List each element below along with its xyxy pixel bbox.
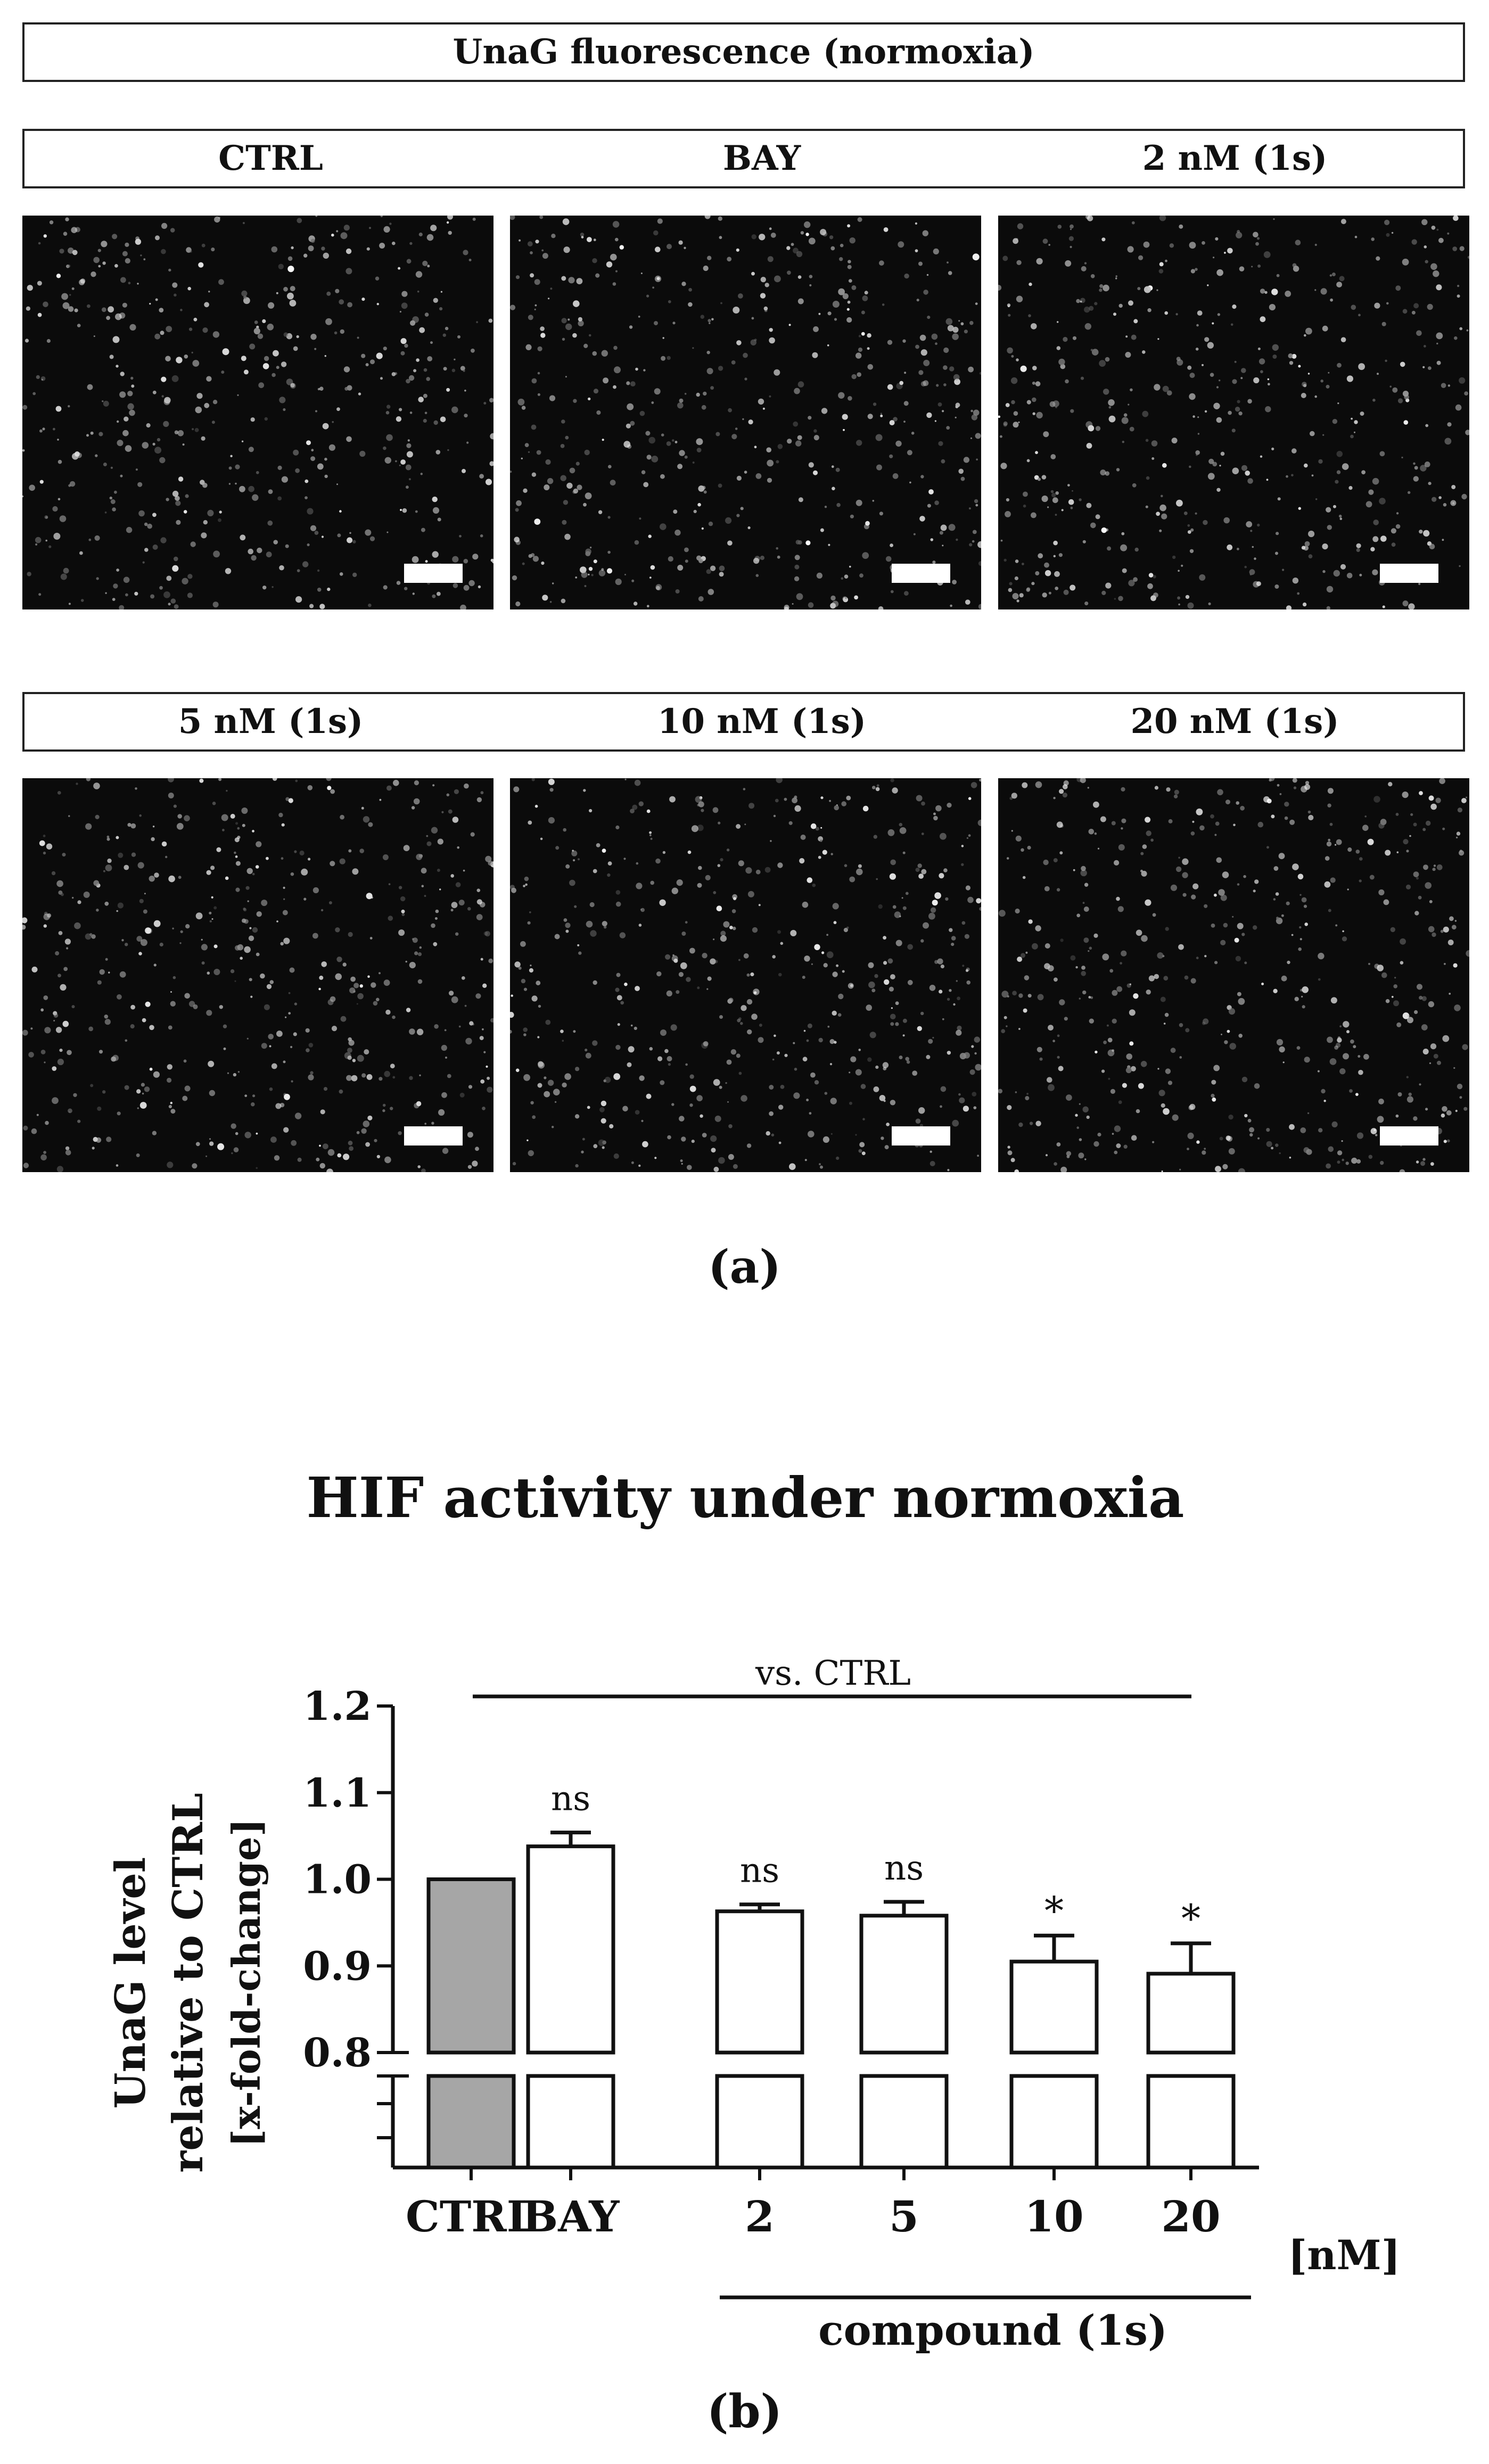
row2-header-box: 5 nM (1s) 10 nM (1s) 20 nM (1s): [22, 692, 1465, 752]
group-label: compound (1s): [818, 2306, 1167, 2355]
bar-break-gap: [858, 2055, 950, 2074]
bar-break-gap: [1008, 2055, 1100, 2074]
label-5nm: 5 nM (1s): [178, 702, 364, 741]
micrograph-2nm: [998, 216, 1469, 609]
panel-a-title: UnaG fluorescence (normoxia): [453, 32, 1035, 72]
y-axis-label-line-2: relative to CTRL: [164, 1793, 212, 2173]
x-tick-label: 2: [745, 2191, 775, 2242]
significance-label: ns: [884, 1849, 924, 1888]
y-tick-label: 1.1: [303, 1770, 372, 1816]
micrograph-20nm: [998, 778, 1469, 1172]
micrograph-10nm: [510, 778, 981, 1172]
bar-lower: [859, 2074, 949, 2170]
micrograph-bay: [510, 216, 981, 609]
bar-chart: HIF activity under normoxia UnaG level r…: [106, 1465, 1401, 2355]
x-tick-label: 10: [1024, 2191, 1083, 2242]
comparison-label: vs. CTRL: [755, 1654, 911, 1693]
x-tick-label: 5: [889, 2191, 919, 2242]
bar-upper: [526, 1844, 615, 2055]
cell-speckles: [998, 216, 1469, 609]
y-axis-label-line-1: UnaG level: [106, 1857, 155, 2109]
significance-label: ns: [740, 1851, 779, 1891]
bar-lower: [1146, 2074, 1236, 2170]
cell-speckles: [22, 778, 493, 1172]
bar-break-gap: [714, 2055, 805, 2074]
y-tick-label: 1.0: [303, 1857, 372, 1903]
label-2nm: 2 nM (1s): [1142, 138, 1328, 178]
bar-break-gap: [525, 2055, 616, 2074]
unit-label: [nM]: [1288, 2231, 1400, 2279]
y-tick-label: 1.2: [303, 1684, 372, 1729]
bar-break-gap: [1145, 2055, 1237, 2074]
x-tick-label: BAY: [522, 2191, 620, 2242]
scale-bar: [404, 1126, 463, 1146]
bar-lower: [1009, 2074, 1099, 2170]
significance-label: *: [1044, 1888, 1064, 1933]
panel-a-caption: (a): [708, 1240, 781, 1294]
bar-break-gap: [425, 2055, 517, 2074]
chart-title: HIF activity under normoxia: [306, 1465, 1184, 1530]
x-tick-label: 20: [1161, 2191, 1220, 2242]
bar-upper: [859, 1914, 949, 2055]
bar-lower: [715, 2074, 804, 2170]
scale-bar: [404, 564, 463, 583]
micrograph-5nm: [22, 778, 493, 1172]
scale-bar: [892, 564, 950, 583]
cell-speckles: [998, 778, 1469, 1172]
row1-header-box: CTRL BAY 2 nM (1s): [22, 129, 1465, 188]
bar-upper: [1009, 1959, 1099, 2055]
y-axis-label-line-3: [x-fold-change]: [224, 1818, 269, 2147]
cell-speckles: [510, 778, 981, 1172]
significance-label: *: [1181, 1896, 1200, 1941]
scale-bar: [1380, 1126, 1438, 1146]
significance-label: ns: [551, 1779, 590, 1819]
cell-speckles: [510, 216, 981, 609]
cell-speckles: [22, 216, 493, 609]
y-tick-label: 0.8: [303, 2030, 372, 2076]
bar-lower: [526, 2074, 615, 2170]
y-tick-label: 0.9: [303, 1943, 372, 1989]
panel-a-title-box: UnaG fluorescence (normoxia): [22, 22, 1465, 82]
label-20nm: 20 nM (1s): [1130, 702, 1339, 741]
scale-bar: [1380, 564, 1438, 583]
bar-upper: [715, 1909, 804, 2055]
micrograph-ctrl: [22, 216, 493, 609]
bar-upper: [1146, 1972, 1236, 2055]
x-tick-label: CTRL: [406, 2191, 537, 2242]
panel-b-caption: (b): [706, 2385, 783, 2438]
label-bay: BAY: [722, 138, 801, 178]
bar-upper: [426, 1877, 516, 2055]
y-axis-label: UnaG level relative to CTRL [x-fold-chan…: [106, 1793, 269, 2173]
label-10nm: 10 nM (1s): [657, 702, 867, 741]
scale-bar: [892, 1126, 950, 1146]
label-ctrl: CTRL: [218, 138, 323, 178]
bar-lower: [426, 2074, 516, 2170]
